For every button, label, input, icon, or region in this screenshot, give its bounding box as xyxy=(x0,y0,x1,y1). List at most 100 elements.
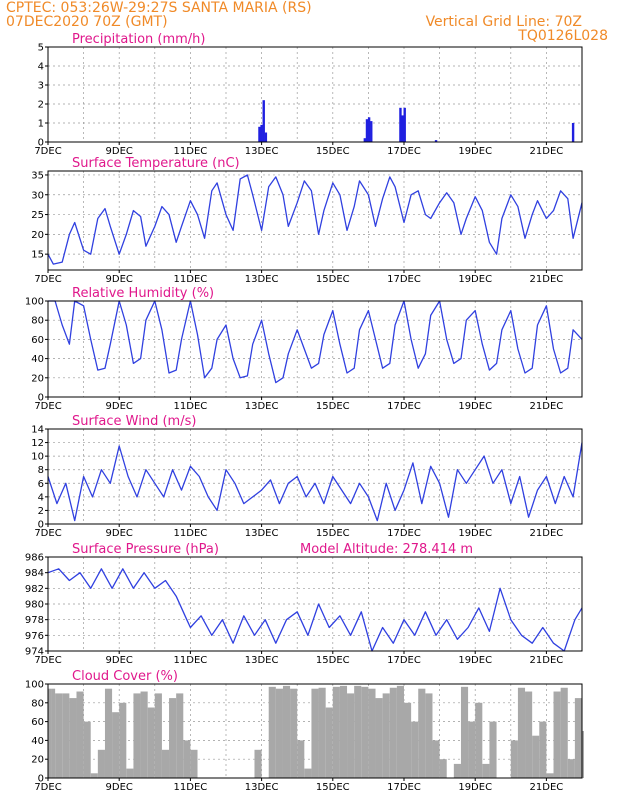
y-tick-label: 12 xyxy=(31,438,44,449)
x-tick-label: 15DEC xyxy=(316,401,350,412)
x-tick-label: 17DEC xyxy=(387,401,421,412)
precip-bar xyxy=(434,140,438,142)
header-date: 07DEC2020 70Z (GMT) xyxy=(6,14,168,30)
x-tick-label: 21DEC xyxy=(530,655,564,666)
cloud-title: Cloud Cover (%) xyxy=(72,669,178,684)
cloud-bar xyxy=(432,740,440,778)
x-tick-label: 19DEC xyxy=(458,782,492,793)
plot-frame xyxy=(47,683,583,779)
x-tick-label: 11DEC xyxy=(174,146,208,157)
cloud-bar xyxy=(553,691,561,778)
cloud-bar xyxy=(354,685,362,778)
rh-series-line xyxy=(48,300,583,384)
cloud-bar xyxy=(90,773,98,778)
x-tick-label: 11DEC xyxy=(174,274,208,285)
y-tick-label: 40 xyxy=(31,354,44,365)
x-tick-label: 19DEC xyxy=(458,401,492,412)
x-tick-label: 7DEC xyxy=(34,655,61,666)
x-tick-label: 17DEC xyxy=(387,274,421,285)
cloud-bar xyxy=(332,686,340,778)
x-tick-label: 15DEC xyxy=(316,782,350,793)
temp-series-line xyxy=(47,174,583,265)
cloud-bar xyxy=(119,702,127,778)
x-tick-label: 13DEC xyxy=(245,655,279,666)
cloud-bar xyxy=(382,693,390,778)
y-tick-label: 0 xyxy=(38,138,44,149)
cloud-bar xyxy=(347,693,355,778)
precip-panel: 0 1 2 3 4 5 7DEC 9DEC 11DEC 13DEC 15DEC 17DEC 19DEC 2… xyxy=(34,32,583,157)
precip-bar xyxy=(370,121,373,142)
y-tick-label: 4 xyxy=(38,62,44,73)
cloud-bar xyxy=(389,687,397,778)
wind-panel: 0 2 4 6 8 10 12 14 7DEC 9DEC 11DEC 13DEC 15DEC 17DEC 1… xyxy=(31,414,583,539)
header-location: CPTEC: 053:26W-29:27S SANTA MARIA (RS) xyxy=(6,0,312,16)
x-tick-label: 7DEC xyxy=(34,782,61,793)
precip-bar xyxy=(365,119,369,142)
pressure-panel: 974 976 978 980 982 984 986 7DEC 9DEC 11DEC 13DEC 1… xyxy=(25,542,583,666)
cloud-bar xyxy=(311,688,319,778)
cloud-bar xyxy=(325,707,333,778)
x-tick-label: 11DEC xyxy=(174,528,208,539)
cloud-bar xyxy=(169,698,177,778)
x-tick-label: 15DEC xyxy=(316,655,350,666)
x-tick-label: 19DEC xyxy=(458,274,492,285)
x-tick-label: 15DEC xyxy=(316,528,350,539)
cloud-bar xyxy=(539,721,547,778)
cloud-bar xyxy=(482,763,490,778)
y-tick-label: 10 xyxy=(31,452,44,463)
cloud-bar xyxy=(275,688,283,778)
x-tick-label: 21DEC xyxy=(530,274,564,285)
cloud-bar xyxy=(468,721,476,778)
y-tick-label: 974 xyxy=(25,647,44,658)
x-tick-label: 17DEC xyxy=(387,528,421,539)
y-tick-label: 0 xyxy=(38,520,44,531)
y-tick-label: 100 xyxy=(25,680,44,691)
cloud-bar xyxy=(254,749,262,778)
x-tick-label: 11DEC xyxy=(174,401,208,412)
cloud-bar xyxy=(76,691,84,778)
precip-bar xyxy=(401,115,404,142)
cloud-bar xyxy=(282,685,291,778)
x-tick-label: 15DEC xyxy=(316,274,350,285)
precip-bar xyxy=(262,100,265,142)
cloud-bar xyxy=(361,686,369,778)
cloud-panel: 0 20 40 60 80 100 7DEC 9DEC 11DEC 13DEC 15DEC 17DEC… xyxy=(25,669,584,793)
y-tick-label: 80 xyxy=(31,316,44,327)
y-tick-label: 20 xyxy=(31,230,44,241)
pressure-series-line xyxy=(47,568,583,652)
pressure-annotation: Model Altitude: 278.414 m xyxy=(300,542,473,557)
plot-frame xyxy=(47,300,583,398)
temp-panel: 15 20 25 30 35 7DEC 9DEC 11DEC 13DEC 15DEC 17DEC 19… xyxy=(31,156,583,285)
y-tick-label: 40 xyxy=(31,736,44,747)
cloud-bar xyxy=(375,698,383,778)
y-tick-label: 2 xyxy=(38,100,44,111)
cloud-bar xyxy=(190,749,198,778)
y-tick-label: 4 xyxy=(38,492,44,503)
plot-frame xyxy=(47,46,583,143)
x-tick-label: 21DEC xyxy=(530,401,564,412)
x-tick-label: 13DEC xyxy=(245,274,279,285)
cloud-bar xyxy=(582,731,584,778)
cloud-bar xyxy=(574,698,582,778)
cloud-bar xyxy=(339,685,348,778)
y-tick-label: 60 xyxy=(31,717,44,728)
x-tick-label: 7DEC xyxy=(34,146,61,157)
precip-bar xyxy=(367,117,371,142)
x-tick-label: 9DEC xyxy=(106,274,133,285)
y-tick-label: 60 xyxy=(31,335,44,346)
cloud-bar xyxy=(560,687,568,778)
x-tick-label: 13DEC xyxy=(245,401,279,412)
y-tick-label: 100 xyxy=(25,297,44,308)
cloud-bar xyxy=(404,702,412,778)
cloud-bar xyxy=(411,721,419,778)
cloud-bar xyxy=(51,688,56,778)
x-tick-label: 7DEC xyxy=(34,401,61,412)
y-tick-label: 0 xyxy=(38,774,44,785)
cloud-bar xyxy=(525,691,533,778)
x-tick-label: 11DEC xyxy=(174,655,208,666)
cloud-bar xyxy=(304,768,312,778)
cloud-bar xyxy=(55,693,63,778)
cloud-bar xyxy=(176,693,184,778)
plot-frame xyxy=(47,428,583,525)
